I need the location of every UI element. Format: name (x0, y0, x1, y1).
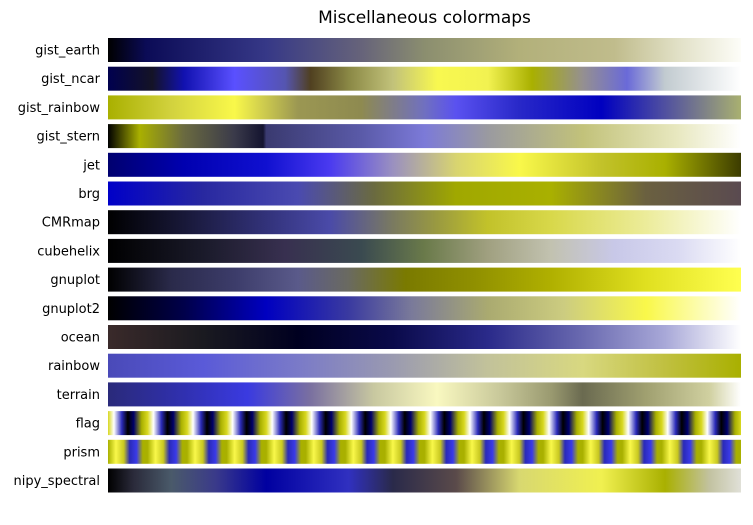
colormap-label-terrain: terrain (57, 388, 100, 403)
colormap-label-jet: jet (82, 158, 100, 173)
chart-title: Miscellaneous colormaps (318, 8, 531, 28)
colormap-label-CMRmap: CMRmap (42, 216, 100, 231)
colormap-label-gnuplot: gnuplot (50, 273, 100, 288)
colormap-label-flag: flag (76, 417, 100, 432)
colormap-bar-ocean (108, 325, 741, 349)
colormap-label-gnuplot2: gnuplot2 (42, 302, 100, 317)
colormap-bar-gist_stern (108, 124, 741, 149)
colormap-bar-CMRmap (108, 210, 741, 235)
colormap-label-rainbow: rainbow (48, 359, 100, 374)
colormap-bar-nipy_spectral (108, 468, 741, 493)
colormap-bar-jet (108, 152, 741, 177)
colormap-bar-brg (108, 181, 741, 206)
colormap-label-prism: prism (63, 445, 100, 460)
colormap-bar-gist_ncar (108, 66, 741, 91)
colormap-bar-gist_rainbow (108, 95, 741, 120)
colormap-bar-rainbow (108, 353, 741, 378)
colormap-label-cubehelix: cubehelix (37, 244, 100, 259)
colormap-label-nipy_spectral: nipy_spectral (14, 474, 101, 489)
colormap-label-gist_earth: gist_earth (35, 44, 100, 59)
colormap-bar-gist_earth (108, 38, 741, 62)
colormap-label-brg: brg (78, 187, 100, 202)
colormap-bar-flag (108, 411, 741, 436)
colormap-bar-prism (108, 439, 741, 464)
colormap-bar-gnuplot (108, 267, 741, 292)
colormap-label-ocean: ocean (61, 331, 100, 346)
colormap-bar-gnuplot2 (108, 296, 741, 321)
colormap-label-gist_ncar: gist_ncar (41, 72, 101, 87)
colormap-label-gist_rainbow: gist_rainbow (18, 101, 101, 116)
colormap-label-gist_stern: gist_stern (37, 130, 100, 145)
colormap-bar-cubehelix (108, 238, 741, 263)
colormap-bar-terrain (108, 382, 741, 407)
